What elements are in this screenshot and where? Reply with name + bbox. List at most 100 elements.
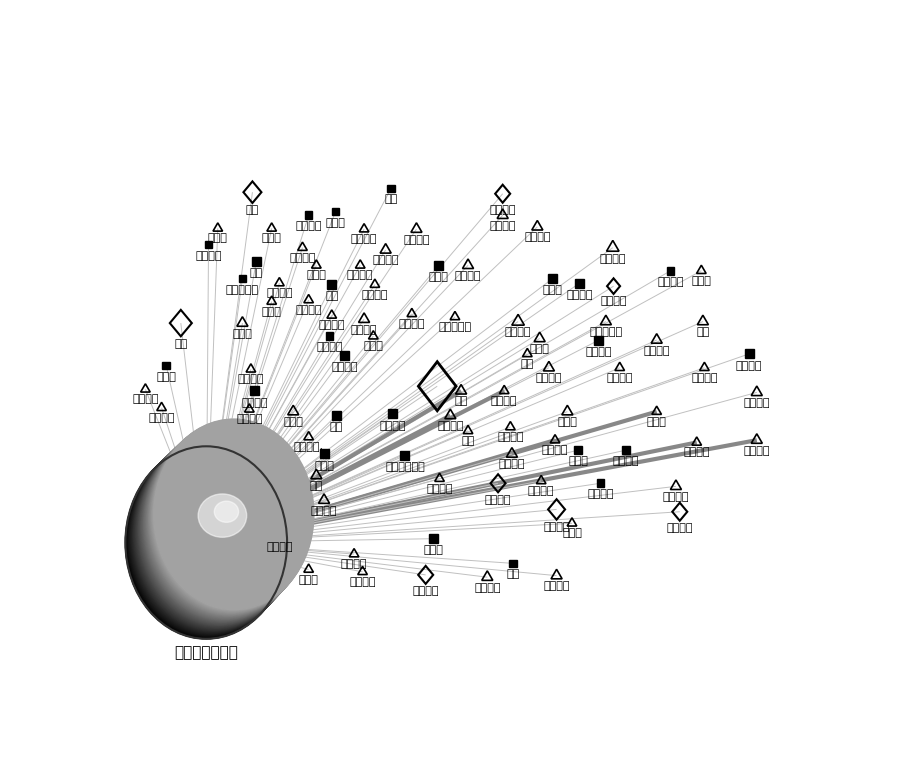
Bar	[275, 530, 284, 540]
Text: 골인: 골인	[696, 327, 710, 337]
Text: 하다: 하다	[249, 269, 263, 279]
Text: 냉정하다: 냉정하다	[266, 542, 293, 552]
Text: 예상하다: 예상하다	[600, 253, 626, 263]
Ellipse shape	[133, 439, 294, 632]
Text: 막강하다: 막강하다	[567, 290, 593, 300]
Ellipse shape	[139, 433, 300, 625]
Text: 공급하다: 공급하다	[331, 362, 358, 372]
Text: 온두라스: 온두라스	[683, 447, 710, 457]
Text: 대하다: 대하다	[364, 341, 383, 352]
Ellipse shape	[144, 428, 305, 619]
Text: 발휘하다: 발휘하다	[524, 232, 551, 242]
Text: 완벽하다: 완벽하다	[505, 327, 532, 337]
Text: 고민하다: 고민하다	[242, 398, 268, 408]
Ellipse shape	[126, 446, 288, 638]
Ellipse shape	[134, 438, 294, 631]
Ellipse shape	[198, 494, 246, 537]
Text: 타박상: 타박상	[156, 371, 176, 381]
Text: 끌려가다: 끌려가다	[542, 445, 569, 455]
Ellipse shape	[150, 422, 311, 613]
Ellipse shape	[126, 445, 289, 637]
Ellipse shape	[145, 428, 306, 619]
Bar	[548, 274, 557, 283]
Ellipse shape	[140, 432, 301, 624]
Text: 리하다: 리하다	[262, 234, 282, 244]
Text: 예견하다: 예견하다	[455, 271, 481, 281]
Text: 검비하다: 검비하다	[426, 484, 453, 494]
Text: 애교하다: 애교하다	[289, 253, 316, 263]
Text: 무장하다: 무장하다	[491, 396, 518, 406]
Text: 물려가다: 물려가다	[497, 432, 523, 442]
Bar	[745, 349, 753, 358]
Ellipse shape	[147, 425, 307, 616]
Text: 치켜세우다: 치켜세우다	[438, 322, 472, 332]
Text: 거주하다: 거주하다	[362, 290, 388, 300]
Ellipse shape	[130, 441, 292, 634]
Text: 선수: 선수	[454, 396, 468, 406]
Text: 메달: 메달	[310, 481, 323, 491]
Text: 고맙다: 고맙다	[557, 417, 577, 427]
Bar	[622, 447, 629, 454]
Text: 우렁차다: 우렁차다	[544, 522, 569, 532]
Ellipse shape	[138, 435, 299, 626]
Text: 속상하다: 속상하다	[196, 250, 222, 261]
Text: 목숨걸다: 목숨걸다	[372, 256, 399, 266]
Text: 걸맞다: 걸맞다	[299, 575, 318, 584]
Text: 군대: 군대	[330, 422, 343, 432]
Text: 데려가다: 데려가다	[643, 345, 670, 355]
Bar	[239, 275, 246, 282]
Text: 축구: 축구	[384, 195, 398, 205]
Bar	[331, 208, 340, 215]
Bar	[319, 450, 329, 458]
Ellipse shape	[134, 438, 295, 630]
Ellipse shape	[146, 427, 306, 618]
Ellipse shape	[150, 423, 310, 614]
Ellipse shape	[140, 431, 302, 623]
Text: 발표하다: 발표하다	[236, 415, 263, 425]
Ellipse shape	[148, 425, 308, 616]
Ellipse shape	[131, 441, 293, 633]
Ellipse shape	[135, 438, 296, 629]
Text: 기나긴: 기나긴	[647, 417, 666, 427]
Ellipse shape	[129, 443, 291, 635]
Bar	[326, 333, 333, 340]
Text: 쫓아오다: 쫓아오다	[736, 361, 762, 371]
Text: 마찬가지: 마찬가지	[379, 421, 406, 431]
Text: 급등하다: 급등하다	[237, 374, 264, 384]
Text: 멕시코: 멕시코	[283, 417, 303, 427]
Text: 넣다: 넣다	[462, 436, 474, 446]
Text: 밀리다: 밀리다	[530, 344, 549, 354]
Text: 패스하다: 패스하다	[311, 505, 337, 516]
Text: 경계하다: 경계하다	[498, 460, 525, 470]
Bar	[332, 411, 341, 420]
Text: 선정하다: 선정하다	[347, 270, 374, 280]
Bar	[575, 279, 584, 288]
Text: 좋다: 좋다	[521, 359, 533, 369]
Text: 벤치마킹: 벤치마킹	[474, 583, 500, 593]
Text: 경질하다: 경질하다	[489, 205, 516, 215]
Text: 막히다: 막히다	[543, 285, 563, 295]
Text: 막아내다: 막아내다	[341, 559, 367, 569]
Text: 고립하다: 고립하다	[295, 221, 322, 231]
Bar	[509, 559, 517, 567]
Text: 보완하다: 보완하다	[132, 394, 159, 404]
Bar	[388, 184, 395, 192]
Ellipse shape	[144, 429, 305, 620]
Text: 패배벗어나다: 패배벗어나다	[385, 463, 425, 473]
Text: 번뜩이다: 번뜩이다	[657, 277, 684, 287]
Text: 대비하다: 대비하다	[149, 413, 174, 423]
Text: 마치다: 마치다	[233, 329, 252, 339]
Text: 동감하다: 동감하다	[535, 373, 562, 384]
Ellipse shape	[128, 444, 290, 635]
Text: 달려오다: 달려오다	[489, 221, 516, 231]
Ellipse shape	[154, 419, 314, 610]
Bar	[328, 280, 336, 289]
Ellipse shape	[153, 420, 313, 610]
Ellipse shape	[150, 422, 310, 613]
Text: 스피드하다: 스피드하다	[589, 327, 622, 337]
Text: 계산하다: 계산하다	[485, 495, 511, 505]
Bar	[596, 479, 605, 487]
Bar	[388, 409, 397, 419]
Bar	[250, 387, 259, 396]
Text: 변화하다: 변화하다	[438, 421, 463, 431]
